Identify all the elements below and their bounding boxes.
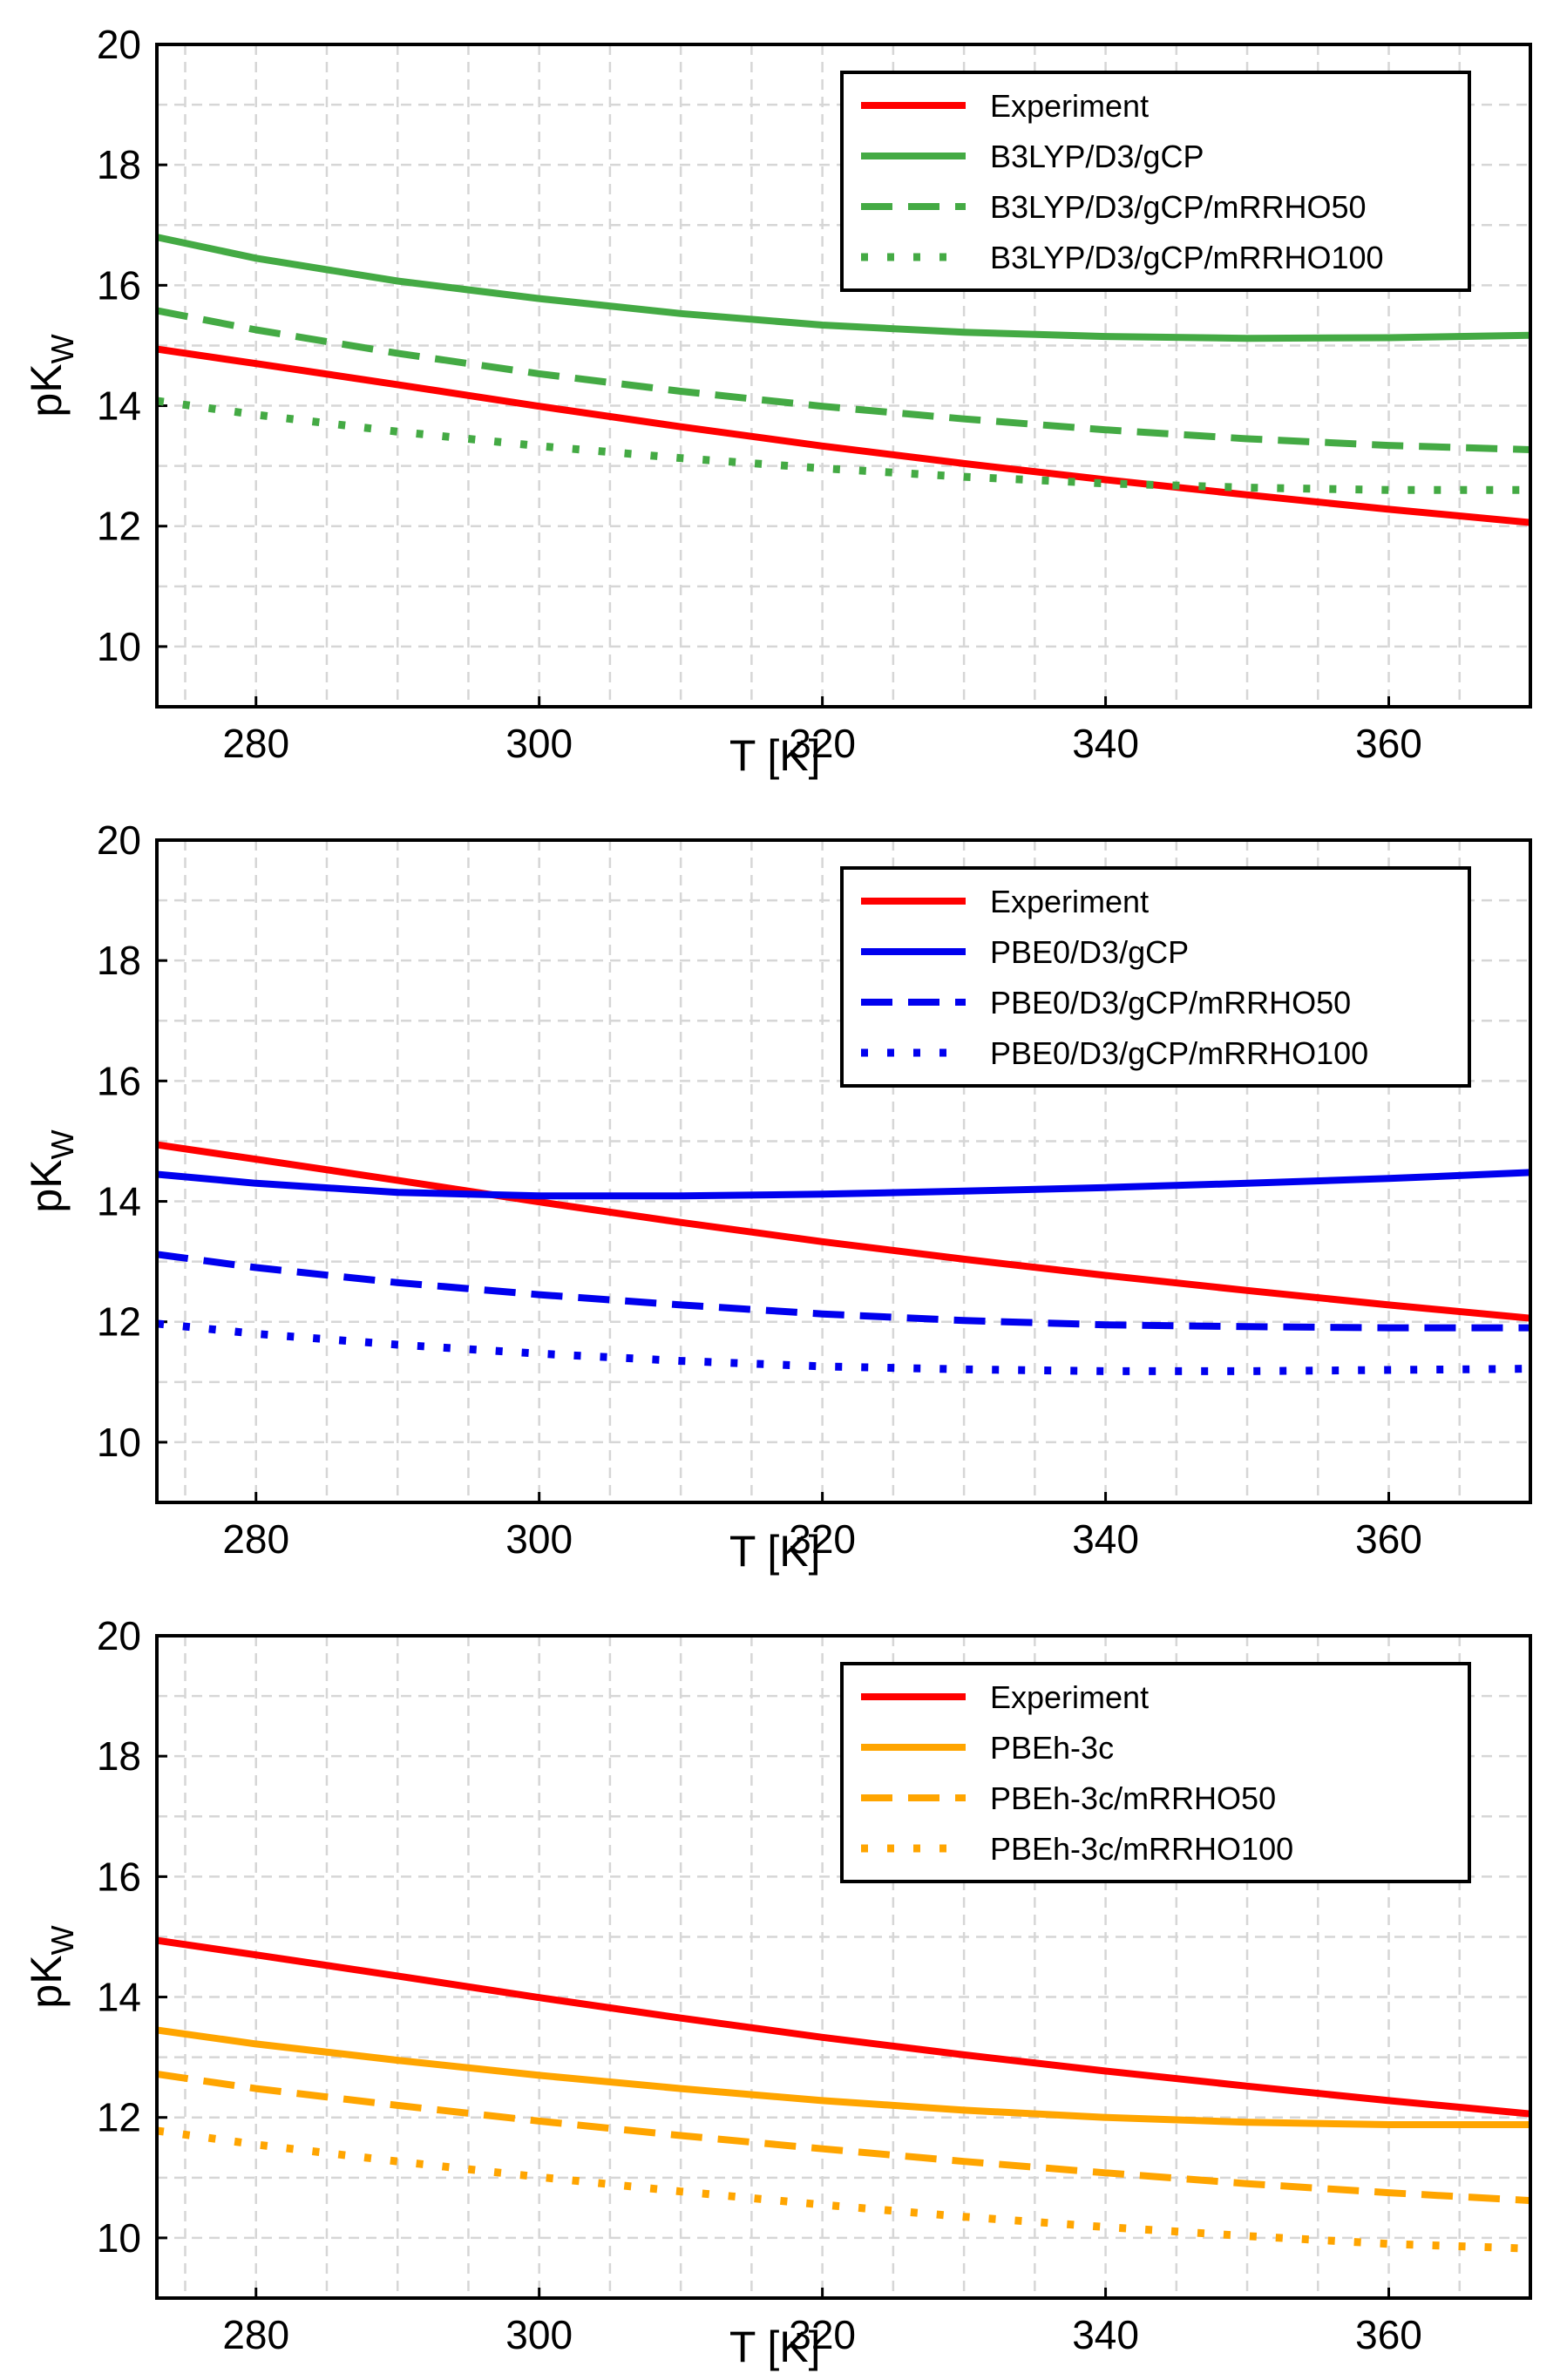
y-tick-label: 18 xyxy=(97,142,141,187)
y-axis-label: pKW xyxy=(22,334,80,417)
series-line-dashed xyxy=(157,307,1530,453)
legend-label: Experiment xyxy=(990,884,1149,919)
legend-label: PBE0/D3/gCP/mRRHO50 xyxy=(990,985,1351,1020)
series-line-solid xyxy=(157,345,1530,526)
y-axis-label-subscript: W xyxy=(44,1925,80,1955)
series-line-solid xyxy=(157,1169,1530,1200)
y-tick-label: 12 xyxy=(97,504,141,549)
x-tick-label: 300 xyxy=(505,1516,573,1562)
legend-label: B3LYP/D3/gCP/mRRHO50 xyxy=(990,189,1367,225)
y-axis-label: pKW xyxy=(22,1925,80,2008)
legend: Experiment PBEh-3c PBEh-3c/mRRHO50 PBEh-3c/… xyxy=(840,1662,1471,1883)
legend: Experiment PBE0/D3/gCP PBE0/D3/gCP/mRRHO50… xyxy=(840,866,1471,1088)
chart-panel-top: 10 12 14 16 18 20 280 300 320 340 360 T [K] pKW Exper… xyxy=(22,22,1532,780)
y-tick-label: 20 xyxy=(97,1613,141,1658)
chart-panel-middle: 10 12 14 16 18 20 280 300 320 340 360 T [K] pKW Exper… xyxy=(22,817,1532,1576)
legend-label: Experiment xyxy=(990,1679,1149,1715)
legend-label: PBEh-3c/mRRHO100 xyxy=(990,1831,1293,1867)
x-tick-label: 360 xyxy=(1355,2312,1422,2357)
series-line-solid xyxy=(157,2026,1530,2128)
legend-label: B3LYP/D3/gCP/mRRHO100 xyxy=(990,240,1384,275)
y-tick-label: 12 xyxy=(97,2095,141,2140)
x-axis-label: T [K] xyxy=(729,2322,821,2371)
y-tick-label: 16 xyxy=(97,262,141,308)
series-group xyxy=(157,1936,1530,2253)
x-tick-label: 280 xyxy=(222,1516,289,1562)
series-group xyxy=(157,1141,1530,1375)
y-tick-label: 10 xyxy=(97,2215,141,2261)
series-line-dotted xyxy=(157,1319,1530,1375)
series-line-dotted xyxy=(157,2126,1530,2253)
y-axis-label: pKW xyxy=(22,1129,80,1212)
plot-frame xyxy=(155,1634,1532,2300)
y-tick-label: 16 xyxy=(97,1854,141,1899)
y-axis-label-main: pK xyxy=(22,363,71,417)
x-tick-label: 320 xyxy=(789,1516,856,1562)
x-tick-label: 320 xyxy=(789,721,856,766)
legend-label: PBE0/D3/gCP/mRRHO100 xyxy=(990,1035,1368,1071)
y-tick-label: 10 xyxy=(97,1420,141,1465)
x-tick-label: 340 xyxy=(1072,2312,1139,2357)
legend-label: PBEh-3c/mRRHO50 xyxy=(990,1780,1276,1816)
x-tick-label: 360 xyxy=(1355,1516,1422,1562)
legend: Experiment B3LYP/D3/gCP B3LYP/D3/gCP/mRRHO… xyxy=(840,71,1471,292)
y-axis-label-main: pK xyxy=(22,1159,71,1212)
series-line-solid xyxy=(157,1141,1530,1322)
legend-label: B3LYP/D3/gCP xyxy=(990,139,1204,174)
plot-frame xyxy=(155,838,1532,1504)
y-tick-label: 18 xyxy=(97,1733,141,1779)
y-axis-label-subscript: W xyxy=(44,1129,80,1159)
y-tick-label: 14 xyxy=(97,1179,141,1224)
x-tick-label: 340 xyxy=(1072,1516,1139,1562)
y-tick-label: 20 xyxy=(97,817,141,863)
y-axis-label-subscript: W xyxy=(44,334,80,363)
series-line-solid xyxy=(157,234,1530,342)
y-tick-label: 18 xyxy=(97,938,141,983)
series-line-solid xyxy=(157,1936,1530,2118)
y-tick-label: 12 xyxy=(97,1299,141,1345)
x-tick-label: 300 xyxy=(505,721,573,766)
x-tick-label: 320 xyxy=(789,2312,856,2357)
x-axis-label: T [K] xyxy=(729,1527,821,1576)
legend-label: PBE0/D3/gCP xyxy=(990,934,1189,970)
series-group xyxy=(157,234,1530,526)
y-tick-label: 14 xyxy=(97,1975,141,2020)
plot-frame xyxy=(155,43,1532,709)
y-axis-label-main: pK xyxy=(22,1955,71,2008)
chart-panel-bottom: 10 12 14 16 18 20 280 300 320 340 360 T [K] pKW Exper… xyxy=(22,1613,1532,2371)
y-tick-label: 20 xyxy=(97,22,141,67)
series-line-dashed xyxy=(157,1251,1530,1332)
x-tick-label: 360 xyxy=(1355,721,1422,766)
y-tick-label: 16 xyxy=(97,1058,141,1103)
y-tick-label: 10 xyxy=(97,624,141,669)
x-tick-label: 280 xyxy=(222,721,289,766)
legend-label: Experiment xyxy=(990,88,1149,124)
x-tick-label: 280 xyxy=(222,2312,289,2357)
x-axis-label: T [K] xyxy=(729,731,821,780)
y-tick-label: 14 xyxy=(97,383,141,429)
series-line-dashed xyxy=(157,2071,1530,2205)
legend-label: PBEh-3c xyxy=(990,1730,1114,1766)
x-tick-label: 300 xyxy=(505,2312,573,2357)
x-tick-label: 340 xyxy=(1072,721,1139,766)
